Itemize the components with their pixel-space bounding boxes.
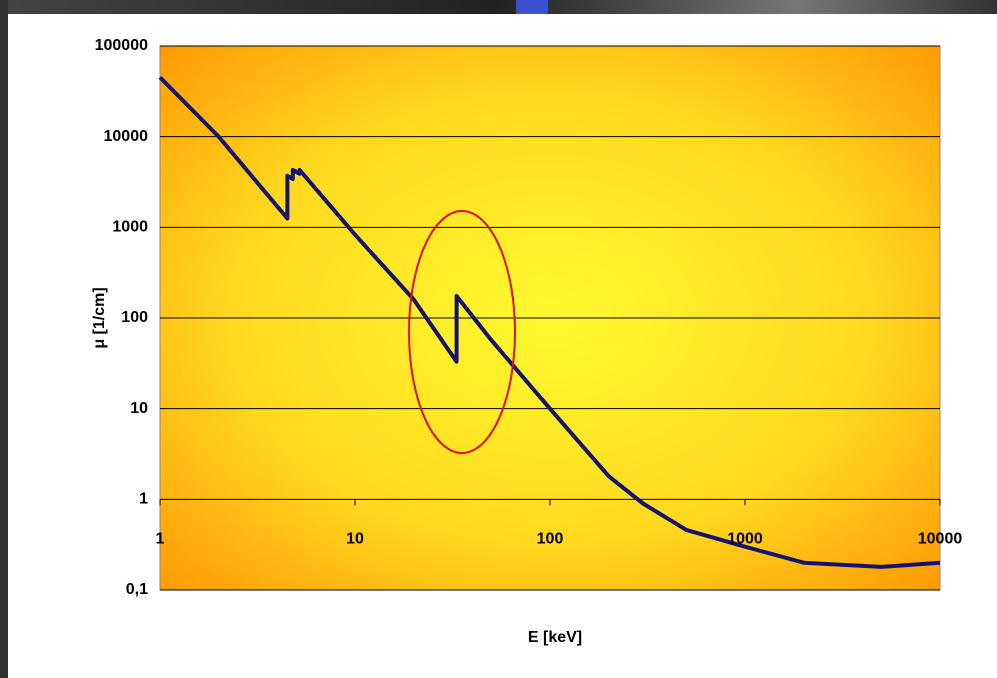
x-tick-label: 100 [537, 531, 564, 548]
x-axis-label: E [keV] [528, 629, 582, 646]
top-strip [0, 0, 997, 14]
y-tick-label: 100000 [95, 37, 148, 54]
y-tick-label: 1 [139, 491, 148, 508]
left-strip [0, 0, 8, 678]
y-tick-label: 1000 [112, 219, 148, 236]
x-tick-label: 1 [156, 531, 165, 548]
y-axis-label: μ [1/cm] [91, 287, 108, 348]
highlight-ellipse [408, 210, 516, 454]
x-tick-label: 10 [346, 531, 364, 548]
y-tick-label: 0,1 [126, 581, 148, 598]
y-tick-label: 10000 [104, 128, 149, 145]
data-line [158, 75, 941, 569]
x-tick-label: 10000 [918, 531, 963, 548]
blue-tab [516, 0, 548, 14]
y-tick-label: 10 [130, 400, 148, 417]
x-tick-label: 1000 [727, 531, 763, 548]
y-tick-label: 100 [121, 309, 148, 326]
